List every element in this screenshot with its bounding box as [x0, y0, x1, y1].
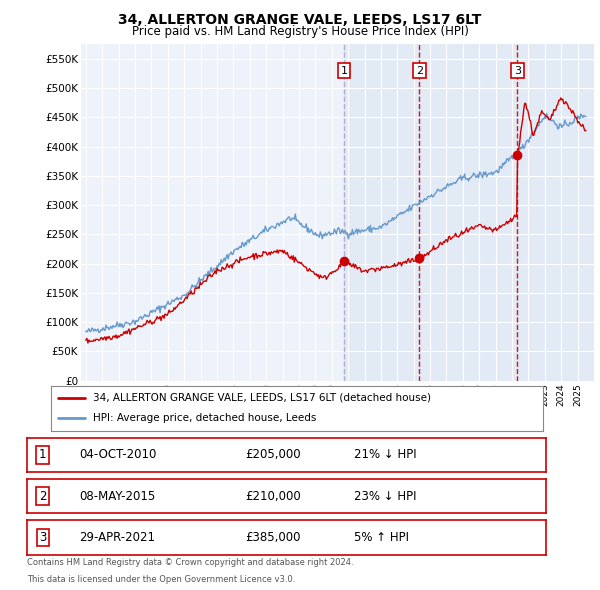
Text: 2: 2: [39, 490, 46, 503]
Text: Price paid vs. HM Land Registry's House Price Index (HPI): Price paid vs. HM Land Registry's House …: [131, 25, 469, 38]
Text: 23% ↓ HPI: 23% ↓ HPI: [354, 490, 416, 503]
Text: 2: 2: [416, 65, 423, 76]
Text: 34, ALLERTON GRANGE VALE, LEEDS, LS17 6LT (detached house): 34, ALLERTON GRANGE VALE, LEEDS, LS17 6L…: [93, 392, 431, 402]
Text: 3: 3: [39, 531, 46, 544]
Text: 3: 3: [514, 65, 521, 76]
Text: HPI: Average price, detached house, Leeds: HPI: Average price, detached house, Leed…: [93, 414, 316, 423]
Text: 5% ↑ HPI: 5% ↑ HPI: [354, 531, 409, 544]
Text: 34, ALLERTON GRANGE VALE, LEEDS, LS17 6LT: 34, ALLERTON GRANGE VALE, LEEDS, LS17 6L…: [118, 13, 482, 27]
Text: 21% ↓ HPI: 21% ↓ HPI: [354, 448, 416, 461]
Text: This data is licensed under the Open Government Licence v3.0.: This data is licensed under the Open Gov…: [27, 575, 295, 584]
Text: £205,000: £205,000: [245, 448, 301, 461]
Text: 29-APR-2021: 29-APR-2021: [79, 531, 155, 544]
Text: £385,000: £385,000: [245, 531, 301, 544]
Text: £210,000: £210,000: [245, 490, 301, 503]
Text: 1: 1: [39, 448, 46, 461]
Bar: [344, 44, 594, 381]
Text: 04-OCT-2010: 04-OCT-2010: [79, 448, 156, 461]
Text: 1: 1: [341, 65, 347, 76]
Text: Contains HM Land Registry data © Crown copyright and database right 2024.: Contains HM Land Registry data © Crown c…: [27, 558, 353, 566]
Text: 08-MAY-2015: 08-MAY-2015: [79, 490, 155, 503]
